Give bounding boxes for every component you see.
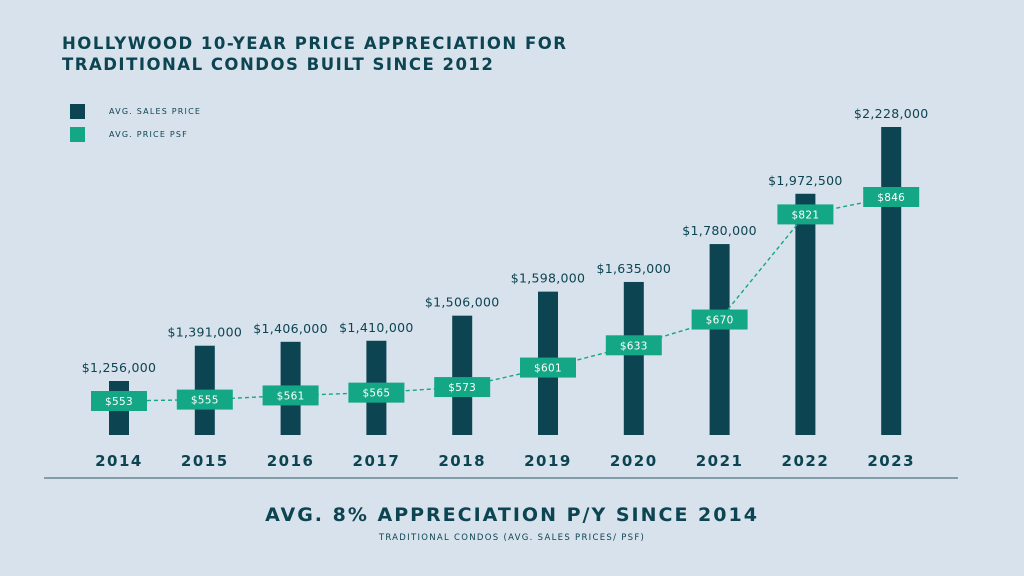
- psf-label-2014: $553: [105, 396, 133, 408]
- bar-label-2019: $1,598,000: [511, 271, 586, 286]
- bar-label-2020: $1,635,000: [597, 261, 672, 276]
- bar-label-2014: $1,256,000: [82, 360, 157, 375]
- chart-title-line1: HOLLYWOOD 10-YEAR PRICE APPRECIATION FOR: [62, 34, 568, 53]
- psf-marker-2015: [176, 389, 233, 410]
- bar-label-2015: $1,391,000: [168, 325, 243, 340]
- bar-2018: [452, 315, 473, 435]
- psf-label-2020: $633: [620, 340, 648, 352]
- psf-marker-2018: [434, 377, 491, 398]
- psf-label-2019: $601: [534, 363, 562, 375]
- psf-marker-2019: [520, 357, 576, 378]
- x-tick-label-2021: 2021: [696, 452, 744, 470]
- x-tick-label-2019: 2019: [524, 452, 572, 470]
- psf-label-2015: $555: [191, 395, 219, 407]
- legend-label-price-psf: AVG. PRICE PSF: [109, 130, 188, 139]
- x-tick-label-2016: 2016: [267, 452, 315, 470]
- x-tick-label-2015: 2015: [181, 452, 229, 470]
- bar-2022: [795, 193, 816, 435]
- footer-headline: AVG. 8% APPRECIATION P/Y SINCE 2014: [265, 504, 759, 526]
- psf-label-2017: $565: [362, 388, 390, 400]
- x-tick-label-2014: 2014: [95, 452, 143, 470]
- bar-2023: [881, 127, 902, 435]
- legend-item-sales-price: AVG. SALES PRICE: [70, 104, 201, 119]
- x-tick-label-2018: 2018: [438, 452, 486, 470]
- chart-title-line2: TRADITIONAL CONDOS BUILT SINCE 2012: [62, 55, 495, 74]
- bar-label-2016: $1,406,000: [253, 321, 328, 336]
- bar-label-2017: $1,410,000: [339, 320, 414, 335]
- legend-label-sales-price: AVG. SALES PRICE: [109, 107, 202, 116]
- psf-trend-line: [118, 196, 892, 402]
- psf-marker-2021: [691, 309, 748, 330]
- psf-label-2022: $821: [791, 209, 819, 221]
- psf-marker-2023: [863, 187, 920, 207]
- bar-label-2022: $1,972,500: [768, 173, 843, 188]
- bar-2021: [709, 244, 730, 435]
- bar-label-2021: $1,780,000: [682, 223, 757, 238]
- footer-subtitle: TRADITIONAL CONDOS (AVG. SALES PRICES/ P…: [378, 533, 646, 543]
- legend-swatch-price-psf: [70, 127, 85, 142]
- psf-label-2018: $573: [448, 382, 476, 394]
- legend-swatch-sales-price: [70, 104, 85, 119]
- x-tick-label-2022: 2022: [782, 452, 830, 470]
- bar-label-2018: $1,506,000: [425, 295, 500, 310]
- psf-label-2021: $670: [706, 315, 734, 327]
- chart-title: HOLLYWOOD 10-YEAR PRICE APPRECIATION FOR…: [62, 33, 567, 75]
- psf-label-2016: $561: [277, 390, 305, 402]
- bar-2020: [623, 281, 644, 435]
- psf-marker-2016: [262, 385, 319, 406]
- psf-marker-2014: [91, 391, 147, 411]
- psf-marker-2022: [777, 204, 834, 225]
- x-tick-label-2017: 2017: [353, 452, 401, 470]
- bar-label-2023: $2,228,000: [854, 106, 929, 121]
- psf-marker-2020: [605, 335, 662, 356]
- legend-item-price-psf: AVG. PRICE PSF: [70, 127, 188, 142]
- x-tick-label-2020: 2020: [610, 452, 658, 470]
- x-tick-label-2023: 2023: [867, 452, 915, 470]
- psf-label-2023: $846: [877, 192, 905, 204]
- psf-marker-2017: [348, 382, 405, 403]
